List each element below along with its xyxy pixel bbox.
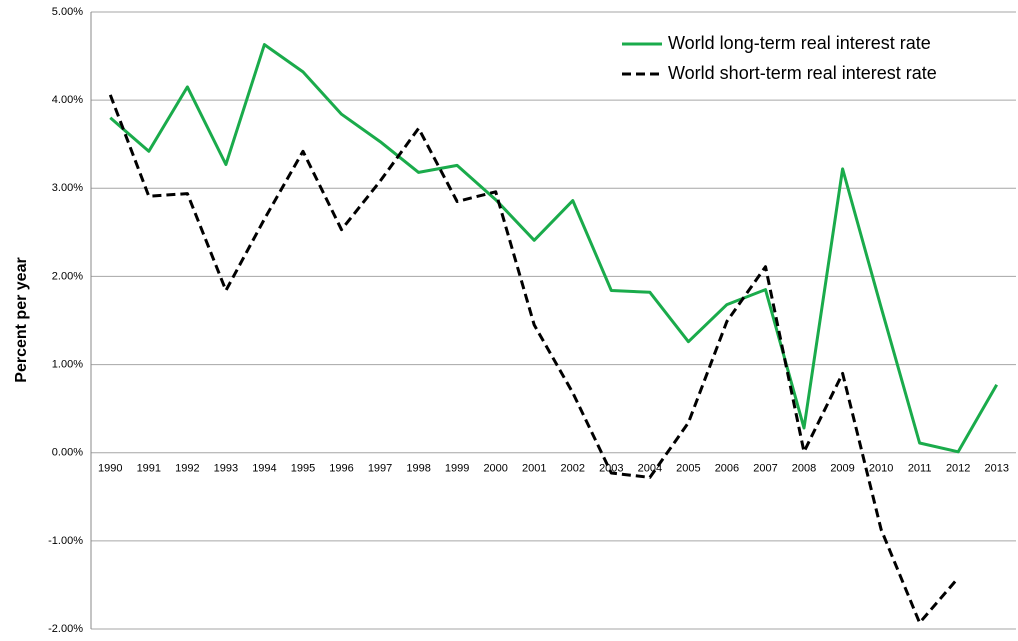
y-tick-label: 5.00% — [52, 6, 83, 18]
x-tick-label: 1995 — [291, 463, 315, 475]
legend-label: World short-term real interest rate — [668, 63, 937, 83]
y-tick-label: 3.00% — [52, 182, 83, 194]
x-tick-label: 2003 — [599, 463, 623, 475]
x-tick-label: 2005 — [676, 463, 700, 475]
y-tick-label: -2.00% — [48, 623, 83, 635]
x-tick-label: 2004 — [638, 463, 662, 475]
x-tick-label: 1999 — [445, 463, 469, 475]
x-tick-label: 1996 — [329, 463, 353, 475]
x-tick-label: 2006 — [715, 463, 739, 475]
x-tick-label: 2010 — [869, 463, 893, 475]
x-tick-label: 1993 — [214, 463, 238, 475]
y-axis-label: Percent per year — [13, 257, 30, 382]
x-tick-label: 1998 — [406, 463, 430, 475]
x-tick-label: 2012 — [946, 463, 970, 475]
x-tick-label: 2011 — [908, 463, 932, 475]
y-tick-label: 2.00% — [52, 270, 83, 282]
x-tick-label: 2009 — [830, 463, 854, 475]
x-tick-label: 1997 — [368, 463, 392, 475]
x-tick-label: 1991 — [137, 463, 161, 475]
x-tick-label: 2013 — [984, 463, 1008, 475]
x-tick-label: 2007 — [753, 463, 777, 475]
x-tick-label: 2008 — [792, 463, 816, 475]
x-tick-label: 2002 — [561, 463, 585, 475]
y-tick-label: 1.00% — [52, 358, 83, 370]
x-tick-label: 1990 — [98, 463, 122, 475]
series-line — [108, 94, 960, 625]
x-tick-label: 2001 — [522, 463, 546, 475]
x-tick-label: 1992 — [175, 463, 199, 475]
y-tick-label: 4.00% — [52, 94, 83, 106]
y-tick-label: 0.00% — [52, 447, 83, 459]
legend-label: World long-term real interest rate — [668, 33, 931, 53]
x-tick-label: 2000 — [483, 463, 507, 475]
x-tick-label: 1994 — [252, 463, 276, 475]
series-line — [109, 43, 999, 454]
y-tick-label: -1.00% — [48, 535, 83, 547]
